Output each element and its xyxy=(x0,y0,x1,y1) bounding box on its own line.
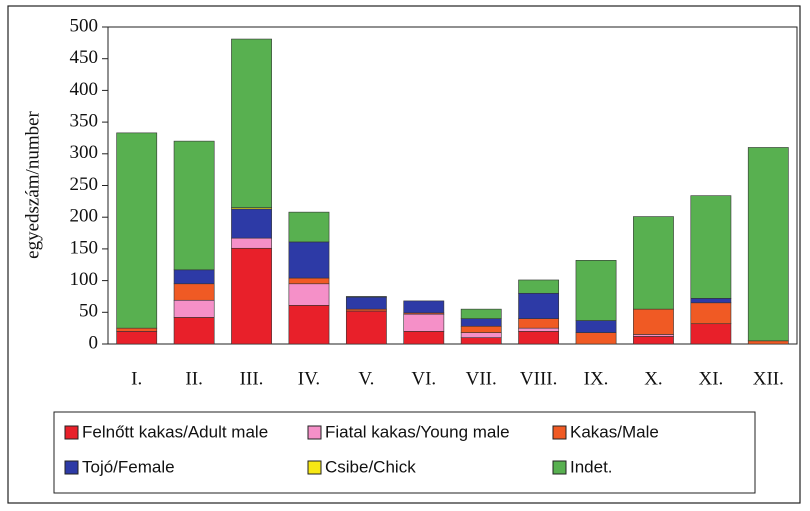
bar-segment xyxy=(116,327,158,332)
y-tick-label: 150 xyxy=(70,237,99,258)
y-tick-label: 250 xyxy=(70,174,99,195)
bar-segment xyxy=(345,296,387,310)
frame xyxy=(7,5,801,504)
x-tick-label: IV. xyxy=(298,368,320,389)
bar-segment xyxy=(460,318,502,327)
bar-segment xyxy=(288,305,330,345)
bar-segment xyxy=(690,195,732,299)
bar-segment xyxy=(518,318,560,329)
x-tick-label: XI. xyxy=(698,368,723,389)
bar-segment xyxy=(231,208,272,239)
x-tick-label: IX. xyxy=(584,368,609,389)
y-tick-label: 450 xyxy=(70,47,99,68)
x-tick-label: X. xyxy=(644,368,662,389)
legend-label: Kakas/Male xyxy=(570,422,659,441)
bar-segment xyxy=(231,38,272,208)
bar-segment xyxy=(690,323,732,345)
y-tick-label: 0 xyxy=(89,332,99,353)
bar-segment xyxy=(460,337,502,345)
bar-segment xyxy=(690,302,732,325)
legend-label: Felnőtt kakas/Adult male xyxy=(82,422,268,441)
legend-label: Csibe/Chick xyxy=(325,457,416,476)
x-tick-label: III. xyxy=(240,368,264,389)
bar-segment xyxy=(575,320,617,333)
bar-segment xyxy=(231,237,272,249)
bar-segment xyxy=(288,211,330,243)
bar-segment xyxy=(747,340,789,345)
legend-swatch xyxy=(307,460,322,475)
bar-segment xyxy=(460,308,502,319)
legend: Felnőtt kakas/Adult male Fiatal kakas/You… xyxy=(64,422,659,476)
bar-segment xyxy=(518,279,560,294)
y-tick-label: 300 xyxy=(70,142,99,163)
bar-segment xyxy=(403,300,445,314)
legend-label: Tojó/Female xyxy=(82,457,175,476)
y-axis-label: egyedszám/number xyxy=(22,110,43,258)
bar-segment xyxy=(173,317,215,345)
bar-segment xyxy=(288,283,330,306)
bar-segment xyxy=(231,247,272,345)
legend-swatch xyxy=(64,425,79,440)
y-tick-label: 500 xyxy=(70,15,99,36)
bar-segment xyxy=(116,331,158,345)
legend-label: Indet. xyxy=(570,457,613,476)
x-tick-label: VIII. xyxy=(520,368,557,389)
legend-swatch xyxy=(307,425,322,440)
legend-box xyxy=(53,411,756,494)
bar-segment xyxy=(460,325,502,333)
x-tick-label: XII. xyxy=(753,368,784,389)
bar-segment xyxy=(460,332,502,338)
y-tick-label: 400 xyxy=(70,79,99,100)
x-tick-label: II. xyxy=(185,368,202,389)
bar-segment xyxy=(633,336,674,345)
x-tick-label: VI. xyxy=(411,368,436,389)
bar-segment xyxy=(575,260,617,321)
bar-segment xyxy=(403,313,445,332)
bar-segment xyxy=(345,310,387,345)
bar-segment xyxy=(518,331,560,345)
x-tick-label: I. xyxy=(131,368,142,389)
y-tick-label: 200 xyxy=(70,206,99,227)
bar-segment xyxy=(288,277,330,285)
bar-segment xyxy=(288,241,330,279)
bar-segment xyxy=(633,308,674,335)
bar-segment xyxy=(173,299,215,318)
bar-segment xyxy=(633,216,674,310)
bar-segment xyxy=(518,327,560,332)
bar-segment xyxy=(747,147,789,342)
bar-segment xyxy=(690,298,732,304)
legend-swatch xyxy=(64,460,79,475)
y-tick-label: 350 xyxy=(70,110,99,131)
x-tick-label: V. xyxy=(358,368,374,389)
bar-segment xyxy=(173,283,215,301)
bar-segment xyxy=(518,292,560,319)
bar-segment xyxy=(345,296,387,298)
bar-segment xyxy=(116,132,158,329)
bar-segment xyxy=(173,140,215,271)
y-tick-label: 100 xyxy=(70,269,99,290)
x-tick-label: VII. xyxy=(466,368,497,389)
legend-label: Fiatal kakas/Young male xyxy=(325,422,510,441)
legend-swatch xyxy=(552,460,567,475)
y-tick-label: 50 xyxy=(79,301,98,322)
legend-swatch xyxy=(552,425,567,440)
bar-segment xyxy=(173,269,215,285)
bar-segment xyxy=(403,331,445,345)
bar-segment xyxy=(575,332,617,345)
